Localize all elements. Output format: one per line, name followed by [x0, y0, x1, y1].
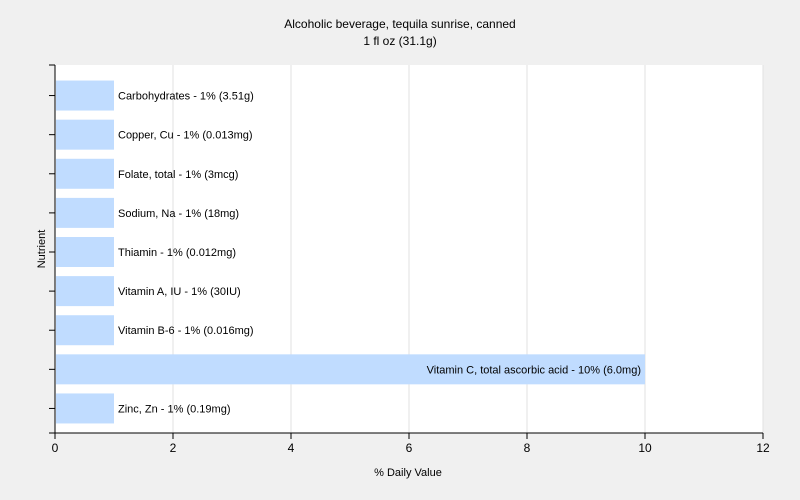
bar [56, 393, 114, 424]
x-tick-label: 0 [52, 441, 59, 455]
bar [56, 315, 114, 346]
bar-label: Copper, Cu - 1% (0.013mg) [118, 130, 253, 142]
x-tick-label: 4 [288, 441, 295, 455]
x-tick-label: 10 [638, 441, 652, 455]
bar-label: Sodium, Na - 1% (18mg) [118, 208, 239, 220]
x-axis-title: % Daily Value [374, 467, 442, 479]
bar-label: Zinc, Zn - 1% (0.19mg) [118, 403, 230, 415]
axes: 0 2 4 6 8 10 12 [49, 64, 770, 455]
bar-label: Carbohydrates - 1% (3.51g) [118, 91, 254, 103]
bar-label: Vitamin A, IU - 1% (30IU) [118, 286, 241, 298]
x-tick-label: 6 [406, 441, 413, 455]
x-tick-label: 8 [524, 441, 531, 455]
bar [56, 237, 114, 267]
grid-lines [172, 65, 764, 433]
y-axis-title: Nutrient [36, 230, 48, 269]
bar [56, 80, 114, 111]
bar [56, 276, 114, 307]
bars: Carbohydrates - 1% (3.51g) Copper, Cu - 1… [56, 80, 645, 424]
bar-label: Folate, total - 1% (3mcg) [118, 169, 238, 181]
bar [56, 197, 114, 228]
x-tick-label: 12 [756, 441, 770, 455]
bar [56, 119, 114, 150]
bar-label: Thiamin - 1% (0.012mg) [118, 247, 236, 259]
bar [56, 158, 114, 189]
bar [56, 354, 645, 385]
chart-title: Alcoholic beverage, tequila sunrise, can… [284, 17, 515, 31]
bar-label: Vitamin B-6 - 1% (0.016mg) [118, 325, 254, 337]
chart-subtitle: 1 fl oz (31.1g) [363, 34, 436, 48]
x-tick-label: 2 [170, 441, 177, 455]
bar-label: Vitamin C, total ascorbic acid - 10% (6.… [427, 364, 641, 376]
